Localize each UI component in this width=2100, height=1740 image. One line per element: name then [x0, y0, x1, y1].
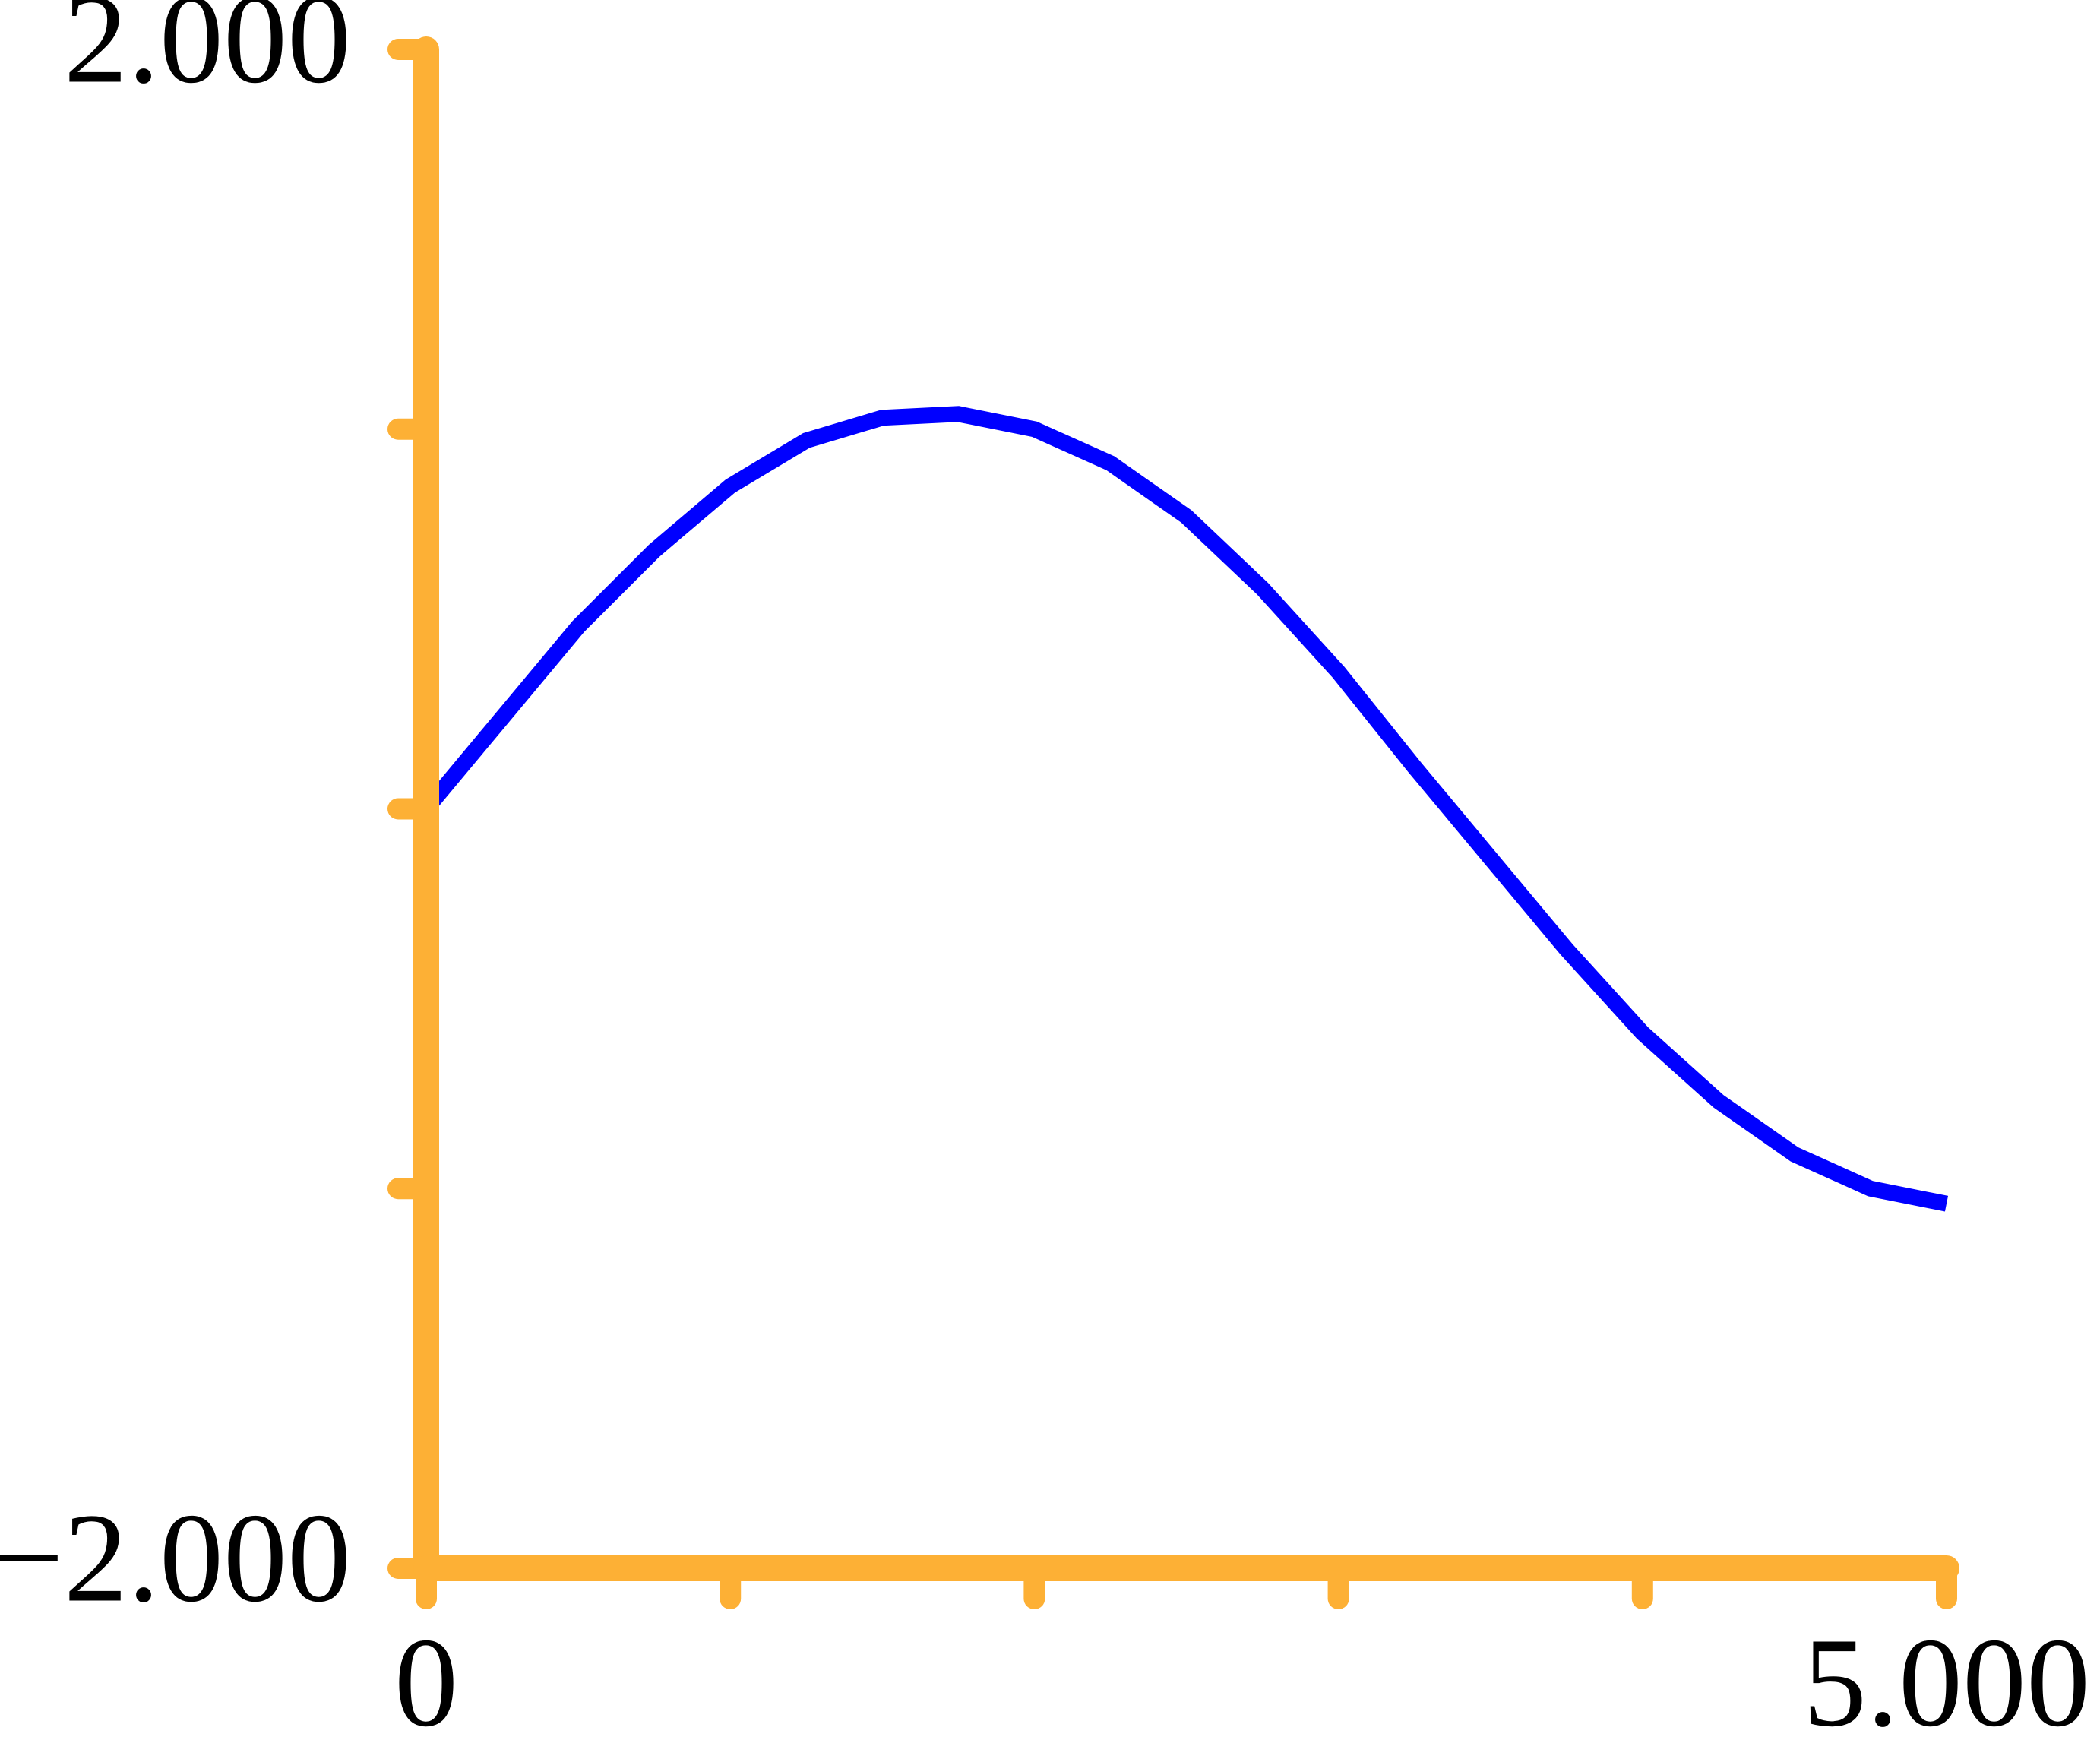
y-tick-label: 2.000	[64, 0, 351, 110]
y-tick-label: −2.000	[0, 1488, 351, 1629]
x-tick-label: 0	[394, 1612, 458, 1740]
data-line	[419, 406, 1949, 1212]
x-tick-label: 5.000	[1803, 1612, 2090, 1740]
